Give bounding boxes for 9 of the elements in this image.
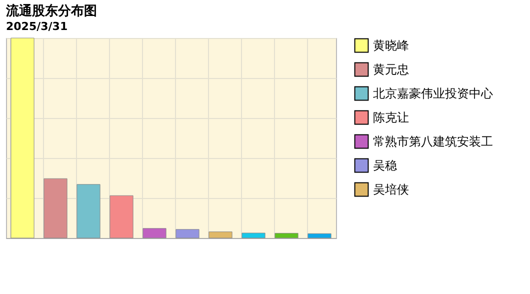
legend-label: 吴培侠 [373, 182, 409, 196]
chart-title: 流通股东分布图 [5, 2, 97, 19]
legend-label: 常熟市第八建筑安装工 [373, 134, 493, 148]
chart-subtitle: 2025/3/31 [6, 20, 68, 33]
legend-label: 吴稳 [373, 158, 397, 172]
legend-label: 陈克让 [373, 110, 409, 124]
legend-label: 黄元忠 [373, 62, 409, 76]
legend-label: 黄晓峰 [373, 38, 409, 52]
legend-label: 北京嘉豪伟业投资中心 [373, 86, 493, 100]
